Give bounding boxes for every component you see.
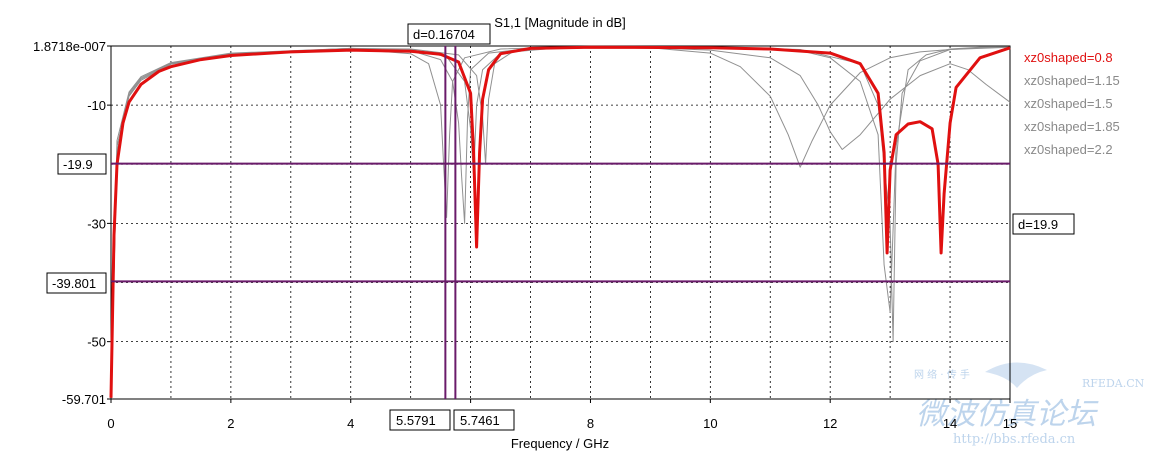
watermark-bird-logo bbox=[985, 362, 1047, 388]
series-line-2 bbox=[110, 46, 1011, 395]
x-axis-label: Frequency / GHz bbox=[511, 436, 609, 451]
delta-y-label: d=19.9 bbox=[1018, 217, 1058, 232]
v-marker-1-label-box bbox=[389, 409, 451, 431]
watermark-sub: 网 络 · 传 手 bbox=[914, 368, 970, 381]
legend-item-2: xz0shaped=1.5 bbox=[1024, 96, 1113, 111]
series-layer bbox=[109, 45, 1011, 398]
x-tick-label: 4 bbox=[347, 416, 354, 431]
plot-area bbox=[110, 45, 1011, 400]
x-axis: 0246810121415 bbox=[107, 399, 1017, 431]
legend-item-1: xz0shaped=1.15 bbox=[1024, 73, 1120, 88]
delta-x-label: d=0.16704 bbox=[413, 27, 475, 42]
h-marker-2-label: -39.801 bbox=[52, 276, 96, 291]
x-tick-label: 15 bbox=[1003, 416, 1017, 431]
x-tick-label: 10 bbox=[703, 416, 717, 431]
watermark-title: 微波仿真论坛 bbox=[916, 397, 1099, 432]
v-marker-2-label: 5.7461 bbox=[460, 413, 500, 428]
v-marker-2-label-box bbox=[453, 409, 515, 431]
h-marker-1-label-box bbox=[57, 153, 107, 175]
y-tick-label: -59.701 bbox=[62, 392, 106, 407]
watermark: RFEDA.CN 网 络 · 传 手 微波仿真论坛 http://bbs.rfe… bbox=[914, 362, 1145, 447]
watermark-site: RFEDA.CN bbox=[1082, 377, 1145, 390]
legend: xz0shaped=0.8 xz0shaped=1.15 xz0shaped=1.5… bbox=[1024, 50, 1120, 157]
series-line-0 bbox=[109, 45, 1011, 398]
legend-item-3: xz0shaped=1.85 bbox=[1024, 119, 1120, 134]
y-tick-label: 1.8718e-007 bbox=[33, 39, 106, 54]
y-axis: 1.8718e-007 -10 -30 -50 -59.701 bbox=[33, 39, 111, 407]
delta-x-label-box bbox=[407, 23, 491, 45]
y-tick-label: -50 bbox=[87, 335, 106, 350]
h-marker-1-label: -19.9 bbox=[63, 157, 93, 172]
markers bbox=[111, 46, 1010, 399]
chart-title: S1,1 [Magnitude in dB] bbox=[494, 15, 626, 30]
x-tick-label: 2 bbox=[227, 416, 234, 431]
v-marker-1-label: 5.5791 bbox=[396, 413, 436, 428]
legend-item-4: xz0shaped=2.2 bbox=[1024, 142, 1113, 157]
watermark-url: http://bbs.rfeda.cn bbox=[953, 432, 1076, 447]
y-tick-label: -10 bbox=[87, 98, 106, 113]
h-marker-2-label-box bbox=[46, 272, 107, 294]
x-tick-label: 14 bbox=[943, 416, 957, 431]
y-tick-label: -30 bbox=[87, 216, 106, 231]
x-tick-label: 8 bbox=[587, 416, 594, 431]
delta-y-label-box bbox=[1012, 213, 1075, 235]
x-tick-label: 0 bbox=[107, 416, 114, 431]
legend-item-0: xz0shaped=0.8 bbox=[1024, 50, 1113, 65]
x-tick-label: 12 bbox=[823, 416, 837, 431]
